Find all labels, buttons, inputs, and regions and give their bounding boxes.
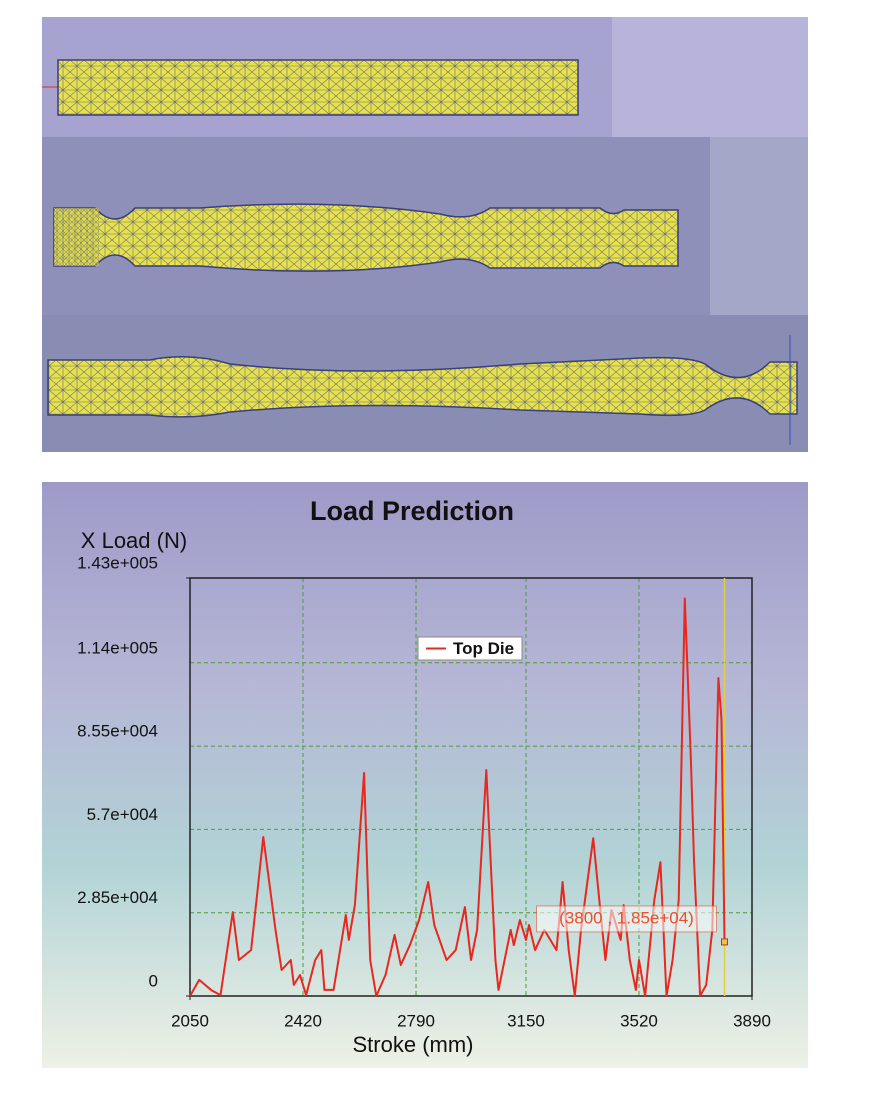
- x-tick-label: 2050: [171, 1011, 209, 1030]
- workpiece-3: [47, 356, 798, 418]
- plot-area: 0 2.85e+004 5.7e+004 8.55e+004 1.14e+005 1.43…: [77, 553, 771, 1030]
- band-1-noise: [612, 17, 808, 137]
- workpiece-2-fine: [54, 208, 99, 266]
- x-tick-label: 2420: [284, 1011, 322, 1030]
- y-tick-label: 0: [149, 971, 158, 990]
- band-2-noise: [710, 137, 808, 315]
- y-axis-label: X Load (N): [81, 528, 187, 553]
- annotation: (3800 , 1.85e+04): [559, 908, 694, 927]
- x-tick-label: 3520: [620, 1011, 658, 1030]
- x-axis-label: Stroke (mm): [353, 1032, 474, 1057]
- annotation-box: [536, 905, 718, 933]
- y-tick-label: 5.7e+004: [87, 805, 158, 824]
- legend-box: [417, 636, 523, 661]
- workpiece-2: [53, 203, 679, 272]
- series-line: [189, 597, 726, 997]
- simulation-panel: [42, 17, 808, 452]
- y-tick-label: 1.14e+005: [77, 638, 158, 657]
- y-tick-label: 8.55e+004: [77, 722, 158, 741]
- plot-frame: [189, 577, 753, 997]
- chart-title: Load Prediction: [310, 496, 514, 526]
- y-tick-label: 2.85e+004: [77, 888, 158, 907]
- y-tick-label: 1.43e+005: [77, 553, 158, 572]
- x-tick-label: 2790: [397, 1011, 435, 1030]
- workpiece-1: [57, 59, 579, 116]
- legend-label: Top Die: [453, 639, 514, 658]
- cursor-marker: [721, 938, 729, 946]
- x-tick-label: 3150: [507, 1011, 545, 1030]
- x-tick-label: 3890: [733, 1011, 771, 1030]
